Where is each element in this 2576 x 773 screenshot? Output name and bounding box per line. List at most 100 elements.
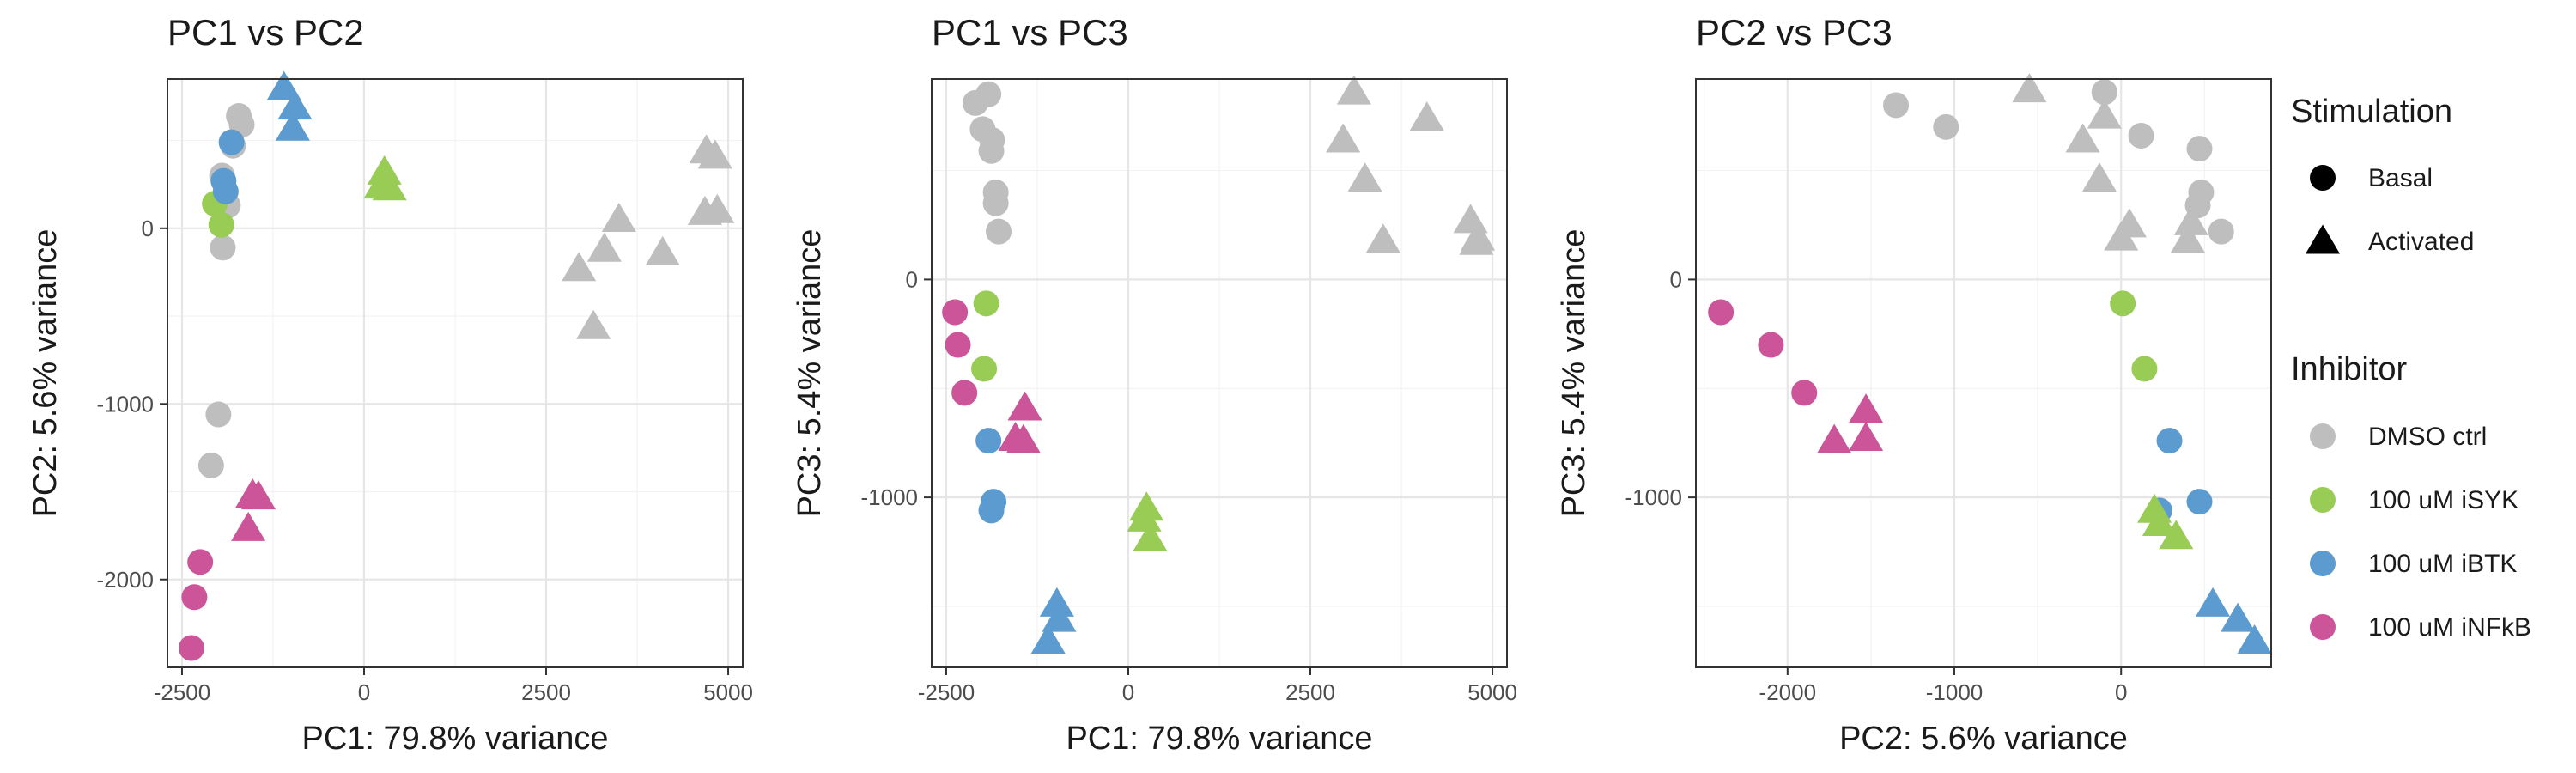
point-1-29 — [277, 90, 313, 120]
point-3-26 — [2159, 520, 2194, 550]
point-2-18 — [1326, 123, 1361, 153]
y-axis-title: PC3: 5.4% variance — [792, 229, 828, 518]
point-1-6 — [205, 401, 232, 428]
point-1-19 — [700, 193, 735, 223]
point-1-17 — [697, 139, 732, 169]
panel-border — [1695, 78, 2272, 668]
point-1-24 — [576, 309, 611, 339]
point-2-32 — [1005, 423, 1041, 453]
point-1-27 — [372, 171, 407, 201]
point-2-7 — [986, 218, 1012, 245]
scatter-panels: -2500 0 2500 5000 -2000 -1000 0 PC1 vs PC2 PC1: … — [27, 12, 2272, 757]
y-axis-title: PC2: 5.6% variance — [27, 229, 64, 518]
point-2-22 — [1365, 223, 1400, 253]
point-2-28 — [1042, 602, 1077, 632]
point-3-1 — [1933, 113, 1959, 140]
point-3-23 — [2170, 223, 2205, 253]
y-tick-label: -1000 — [1625, 484, 1683, 510]
x-axis-title: PC2: 5.6% variance — [1839, 721, 2128, 757]
panel-title: PC2 vs PC3 — [1696, 12, 1893, 52]
point-1-32 — [235, 478, 270, 508]
x-tick-label: -2500 — [154, 679, 211, 705]
point-2-4 — [978, 137, 1005, 164]
point-2-17 — [1409, 101, 1444, 131]
panel-2: -2500 0 2500 5000 -1000 0 PC1 vs PC3 PC1: 79.8%… — [792, 12, 1517, 757]
panel-3: -2000 -1000 0 -1000 0 PC2 vs PC3 PC2: 5.6% var… — [1556, 12, 2272, 757]
legend-inhibitor-title: Inhibitor — [2291, 351, 2408, 387]
panel-title: PC1 vs PC3 — [932, 12, 1128, 52]
x-tick-label: -2000 — [1759, 679, 1817, 705]
point-3-29 — [2237, 624, 2272, 654]
point-3-11 — [2186, 489, 2213, 515]
point-1-21 — [586, 232, 622, 262]
point-3-7 — [2208, 218, 2234, 245]
point-2-27 — [1039, 587, 1074, 617]
point-3-13 — [1708, 299, 1735, 326]
point-2-29 — [1030, 624, 1066, 654]
x-tick-label: 2500 — [521, 679, 571, 705]
y-axis-title: PC3: 5.4% variance — [1556, 229, 1592, 518]
point-3-21 — [2104, 221, 2139, 251]
point-3-3 — [2128, 122, 2154, 149]
point-1-28 — [266, 70, 301, 100]
point-1-10 — [218, 129, 245, 155]
legend-stimulation-title: Stimulation — [2291, 94, 2452, 130]
x-axis-title: PC1: 79.8% variance — [302, 721, 609, 757]
point-1-5 — [210, 234, 236, 261]
point-3-27 — [2195, 587, 2231, 617]
point-3-17 — [2087, 99, 2122, 129]
point-3-22 — [2173, 205, 2208, 235]
panel-border — [931, 78, 1508, 668]
point-2-9 — [971, 356, 998, 382]
y-tick-label: -2000 — [97, 567, 155, 593]
legend: Stimulation Inhibitor Basal Activated DMSO… — [2291, 94, 2531, 642]
x-tick-label: 0 — [1122, 679, 1134, 705]
point-3-4 — [2186, 136, 2213, 162]
panel-1: -2500 0 2500 5000 -2000 -1000 0 PC1 vs PC2 PC1: … — [27, 12, 753, 757]
panel-border — [167, 78, 744, 668]
point-3-10 — [2156, 428, 2183, 454]
point-3-15 — [1791, 380, 1818, 406]
point-2-14 — [945, 332, 971, 358]
x-tick-label: 0 — [2115, 679, 2127, 705]
point-3-25 — [2142, 507, 2177, 537]
point-3-19 — [2081, 162, 2117, 192]
x-tick-label: 5000 — [703, 679, 753, 705]
y-tick-label: -1000 — [861, 484, 919, 510]
legend-key-inhibitor — [2310, 423, 2336, 449]
x-tick-label: -1000 — [1926, 679, 1984, 705]
point-1-14 — [181, 584, 208, 611]
legend-key-circle — [2310, 165, 2336, 191]
y-tick-label: 0 — [142, 216, 154, 241]
legend-label-inhibitor: DMSO ctrl — [2368, 423, 2487, 451]
point-1-22 — [562, 252, 597, 282]
point-2-30 — [1007, 391, 1042, 421]
legend-label-inhibitor: 100 uM iSYK — [2368, 486, 2518, 514]
legend-label-inhibitor: 100 uM iBTK — [2368, 550, 2517, 578]
legend-label-activated: Activated — [2368, 228, 2474, 256]
point-3-30 — [1849, 393, 1884, 423]
point-2-23 — [1459, 225, 1494, 255]
x-tick-label: 5000 — [1467, 679, 1517, 705]
point-2-10 — [975, 428, 1002, 454]
point-1-33 — [231, 511, 266, 541]
point-1-23 — [645, 235, 680, 265]
point-1-30 — [275, 111, 310, 141]
y-tick-label: 0 — [906, 266, 918, 292]
legend-items: Basal Activated DMSO ctrl 100 uM iSYK 100 uM… — [2305, 164, 2531, 642]
point-1-12 — [212, 178, 239, 204]
legend-key-triangle — [2305, 224, 2341, 254]
point-1-20 — [601, 203, 636, 233]
point-3-2 — [2091, 79, 2117, 106]
point-2-26 — [1133, 521, 1168, 551]
point-2-16 — [1336, 75, 1371, 105]
panel-title: PC1 vs PC2 — [167, 12, 364, 52]
point-2-6 — [982, 190, 1009, 216]
y-tick-label: -1000 — [97, 391, 155, 417]
legend-key-inhibitor — [2310, 487, 2336, 513]
point-3-31 — [1817, 423, 1852, 453]
point-2-19 — [1347, 162, 1382, 192]
point-2-15 — [951, 380, 978, 406]
point-3-32 — [1849, 422, 1884, 452]
